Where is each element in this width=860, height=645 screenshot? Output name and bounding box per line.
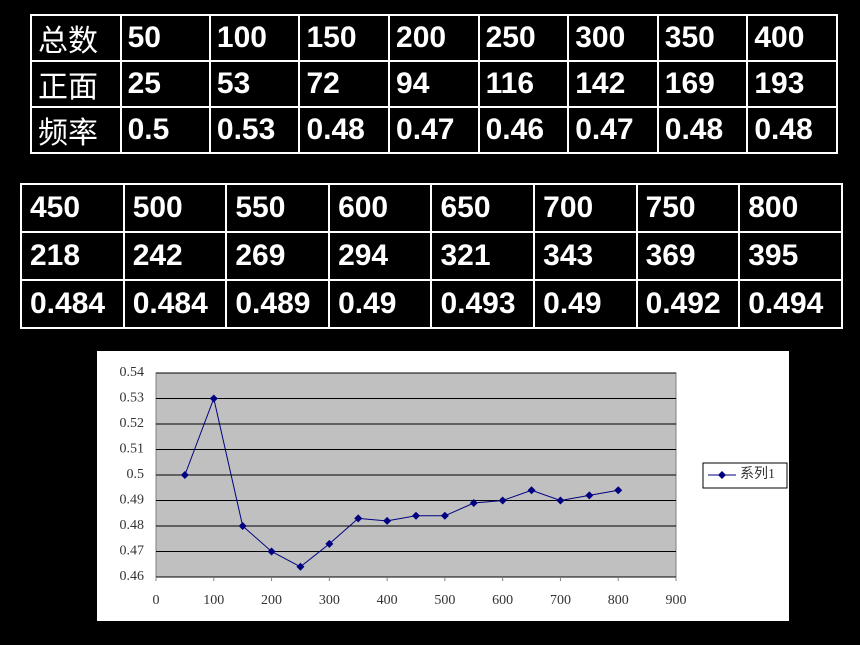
table-cell: 50	[119, 14, 211, 62]
x-tick-label: 100	[203, 593, 224, 608]
table-cell: 400	[746, 14, 838, 62]
y-tick-label: 0.52	[120, 416, 145, 431]
x-tick-label: 400	[377, 593, 398, 608]
table-row: 总数 50 100 150 200 250 300 350 400	[30, 14, 838, 62]
legend-marker	[718, 471, 726, 479]
table-cell: 550	[225, 183, 331, 233]
table-cell: 600	[328, 183, 433, 233]
x-tick-label: 500	[434, 593, 455, 608]
table-cell: 269	[225, 231, 331, 281]
data-point	[325, 539, 334, 548]
data-point	[556, 496, 565, 505]
table-cell: 369	[635, 231, 741, 281]
table-cell: 25	[119, 60, 211, 108]
table-cell: 100	[208, 14, 301, 62]
data-point	[180, 471, 189, 479]
table-cell: 200	[388, 14, 480, 62]
table-row: 频率 0.5 0.53 0.48 0.47 0.46 0.47 0.48 0.48	[30, 106, 838, 154]
table-cell: 343	[533, 231, 638, 281]
table-cell: 0.49	[533, 279, 638, 329]
table-cell: 总数	[30, 14, 122, 62]
table-cell: 350	[656, 14, 749, 62]
y-tick-label: 0.51	[120, 442, 145, 457]
table-cell: 650	[430, 183, 536, 233]
data-point	[238, 522, 247, 530]
y-tick-label: 0.5	[127, 467, 145, 482]
table-cell: 频率	[30, 106, 122, 154]
data-point	[527, 486, 536, 495]
table-cell: 193	[746, 60, 838, 108]
table-cell: 0.492	[635, 279, 741, 329]
table-cell: 800	[738, 183, 843, 233]
series-line	[184, 396, 619, 568]
table-cell: 250	[477, 14, 570, 62]
data-point	[296, 562, 305, 571]
x-tick-label: 300	[319, 593, 340, 608]
table-cell: 750	[635, 183, 741, 233]
y-tick-label: 0.46	[120, 569, 145, 584]
table-cell: 116	[477, 60, 570, 108]
table-cell: 53	[208, 60, 301, 108]
data-point	[498, 496, 507, 505]
table-cell: 0.47	[388, 106, 480, 154]
table-cell: 142	[567, 60, 659, 108]
table-row: 0.484 0.484 0.489 0.49 0.493 0.49 0.492 0.494	[20, 279, 843, 329]
y-tick-label: 0.54	[120, 365, 145, 380]
table-cell: 0.46	[477, 106, 570, 154]
x-tick-label: 900	[666, 593, 687, 608]
table-cell: 500	[122, 183, 228, 233]
table-cell: 0.48	[656, 106, 749, 154]
data-point	[412, 511, 420, 520]
data-point	[585, 491, 594, 500]
table-cell: 0.48	[746, 106, 838, 154]
y-tick-label: 0.49	[120, 493, 145, 508]
table-cell: 0.489	[225, 279, 331, 329]
y-tick-label: 0.53	[120, 391, 145, 406]
table-cell: 94	[388, 60, 480, 108]
table-row: 218 242 269 294 321 343 369 395	[20, 231, 843, 281]
x-tick-label: 700	[550, 593, 571, 608]
x-tick-label: 200	[261, 593, 282, 608]
y-tick-label: 0.47	[120, 544, 145, 559]
table-cell: 450	[20, 183, 125, 233]
data-point	[209, 394, 218, 403]
table-cell: 169	[656, 60, 749, 108]
table-cell: 0.53	[208, 106, 301, 154]
y-tick-label: 0.48	[120, 518, 145, 533]
table-cell: 294	[328, 231, 433, 281]
table-cell: 0.484	[20, 279, 125, 329]
table-cell: 0.494	[738, 279, 843, 329]
frequency-table-1: 总数 50 100 150 200 250 300 350 400 正面 25 53 72 94 116 14…	[30, 14, 838, 154]
x-tick-label: 600	[492, 593, 513, 608]
data-point	[354, 514, 363, 523]
table-row: 450 500 550 600 650 700 750 800	[20, 183, 843, 233]
table-cell: 218	[20, 231, 125, 281]
frequency-table-2: 450 500 550 600 650 700 750 800 218 242 269 294 321 3…	[20, 183, 843, 329]
data-point	[383, 516, 392, 525]
table-cell: 150	[298, 14, 391, 62]
data-point	[469, 499, 478, 508]
table-row: 正面 25 53 72 94 116 142 169 193	[30, 60, 838, 108]
table-cell: 0.484	[122, 279, 228, 329]
table-cell: 395	[738, 231, 843, 281]
table-cell: 正面	[30, 60, 122, 108]
data-point	[267, 547, 276, 556]
table-cell: 0.48	[298, 106, 391, 154]
table-cell: 700	[533, 183, 638, 233]
table-cell: 72	[298, 60, 391, 108]
x-tick-label: 0	[153, 593, 160, 608]
x-tick-label: 800	[608, 593, 629, 608]
data-point	[614, 486, 623, 495]
data-point	[440, 511, 449, 520]
legend-label: 系列1	[740, 466, 775, 482]
table-cell: 0.47	[567, 106, 659, 154]
table-cell: 0.49	[328, 279, 433, 329]
table-cell: 321	[430, 231, 536, 281]
table-cell: 0.493	[430, 279, 536, 329]
table-cell: 300	[567, 14, 659, 62]
table-cell: 242	[122, 231, 228, 281]
table-cell: 0.5	[119, 106, 211, 154]
